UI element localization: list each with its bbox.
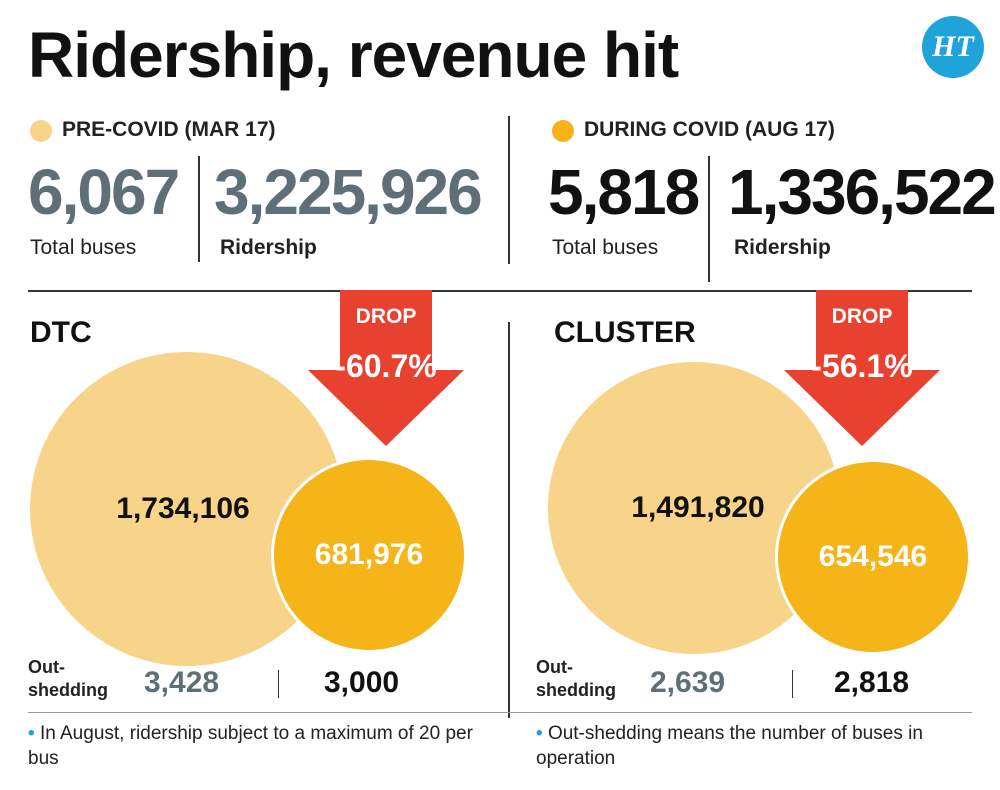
cluster-outshedding-divider [792,670,793,698]
dtc-during-circle: 681,976 [274,460,464,650]
dtc-outshedding-during: 3,000 [324,666,400,699]
dtc-outshedding-label: Out- shedding [28,656,108,701]
during-covid-buses: 5,818 [548,156,700,228]
during-covid-legend-dot [552,120,574,142]
cluster-pre-value: 1,491,820 [631,491,765,524]
dtc-outshedding-label-line1: Out- [28,657,65,677]
dtc-drop-value: -60.7% [335,348,437,384]
cluster-outshedding-pre: 2,639 [650,666,726,699]
pre-covid-divider [198,156,200,262]
cluster-during-circle: 654,546 [778,462,968,652]
during-covid-ridership-label: Ridership [734,236,831,259]
cluster-outshedding-during: 2,818 [834,666,910,699]
ht-logo: HT [922,16,984,78]
cluster-pre-circle: 1,491,820 [548,362,840,654]
dtc-title: DTC [30,316,92,349]
cluster-drop-label-wrap: DROP [816,305,908,329]
pre-covid-ridership: 3,225,926 [214,156,483,228]
note-outshedding: • Out-shedding means the number of buses… [536,722,986,771]
pre-covid-legend-dot [30,120,52,142]
pre-covid-ridership-label: Ridership [220,236,317,259]
section-separator [28,290,972,292]
dtc-outshedding-divider [278,670,279,698]
dtc-drop-arrow [308,290,464,446]
cluster-drop-value: -56.1% [811,348,913,384]
footer-separator [28,712,972,713]
header-center-divider [508,116,510,264]
note-outshedding-text: Out-shedding means the number of buses i… [536,723,923,769]
dtc-outshedding-label-line2: shedding [28,679,108,700]
cluster-outshedding-label-line2: shedding [536,679,616,700]
during-covid-buses-label: Total buses [552,236,659,259]
during-covid-divider [708,156,710,282]
cluster-outshedding-label-line1: Out- [536,657,573,677]
note-ridership-text: In August, ridership subject to a maximu… [28,723,473,769]
logo-text: HT [932,30,974,63]
dtc-outshedding-pre: 3,428 [144,666,220,699]
page-title: Ridership, revenue hit [28,19,679,91]
during-covid-ridership: 1,336,522 [728,156,997,228]
pre-covid-label: PRE-COVID (MAR 17) [62,118,276,141]
dtc-drop-value-wrap: -60.7% [308,348,464,385]
cluster-drop-value-wrap: -56.1% [784,348,940,385]
during-covid-label: DURING COVID (AUG 17) [584,118,835,141]
dtc-pre-circle: 1,734,106 [30,352,344,666]
note-ridership: • In August, ridership subject to a maxi… [28,722,498,771]
cluster-outshedding-label: Out- shedding [536,656,616,701]
dtc-during-value: 681,976 [314,538,424,571]
note-bullet-icon: • [28,723,35,744]
cluster-title: CLUSTER [554,316,696,349]
pre-covid-buses: 6,067 [28,156,180,228]
cluster-drop-arrow [784,290,940,446]
cluster-drop-label: DROP [831,305,893,328]
pre-covid-buses-label: Total buses [30,236,137,259]
dtc-pre-value: 1,734,106 [116,492,250,525]
dtc-drop-label: DROP [355,305,417,328]
note-bullet-icon: • [536,723,543,744]
cluster-during-value: 654,546 [818,540,928,573]
dtc-drop-label-wrap: DROP [340,305,432,329]
chart-center-divider [508,322,510,718]
